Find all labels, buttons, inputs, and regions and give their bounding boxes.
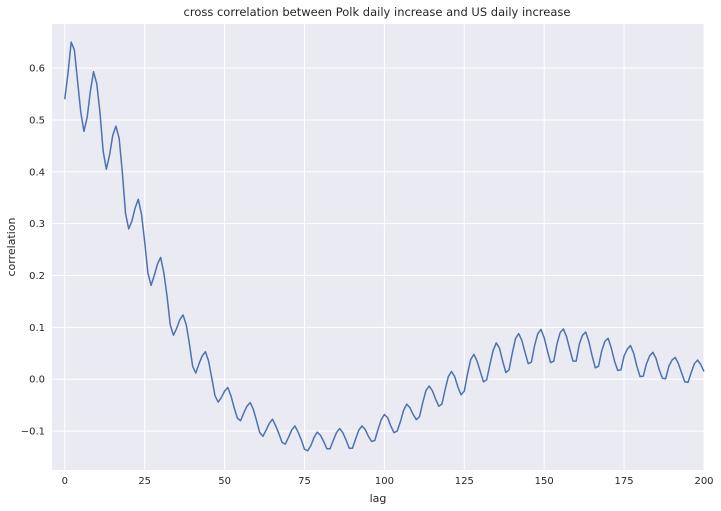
correlation-line (64, 41, 705, 452)
y-tick-label: 0.2 (29, 271, 45, 282)
x-axis-ticks: 0 25 50 75 100 125 150 175 200 (62, 476, 714, 487)
y-tick-label: −0.1 (21, 427, 45, 438)
series-layer (64, 41, 705, 452)
x-tick-label: 150 (535, 476, 554, 487)
y-tick-label: 0.6 (29, 64, 45, 75)
x-tick-label: 100 (375, 476, 394, 487)
y-tick-label: 0.0 (29, 375, 45, 386)
x-tick-label: 75 (298, 476, 311, 487)
y-axis-ticks: −0.1 0.0 0.1 0.2 0.3 0.4 0.5 0.6 (21, 64, 45, 438)
x-tick-label: 175 (615, 476, 634, 487)
x-axis-label: lag (370, 492, 387, 505)
x-tick-label: 0 (62, 476, 68, 487)
gridlines (52, 24, 705, 470)
y-tick-label: 0.3 (29, 219, 45, 230)
plot-area (52, 24, 704, 470)
y-tick-label: 0.1 (29, 323, 45, 334)
chart-title: cross correlation between Polk daily inc… (184, 5, 571, 19)
y-tick-label: 0.5 (29, 115, 45, 126)
x-tick-label: 125 (455, 476, 474, 487)
y-tick-label: 0.4 (29, 167, 45, 178)
x-tick-label: 25 (138, 476, 151, 487)
x-tick-label: 50 (218, 476, 231, 487)
x-tick-label: 200 (694, 476, 713, 487)
y-axis-label: correlation (5, 217, 18, 276)
